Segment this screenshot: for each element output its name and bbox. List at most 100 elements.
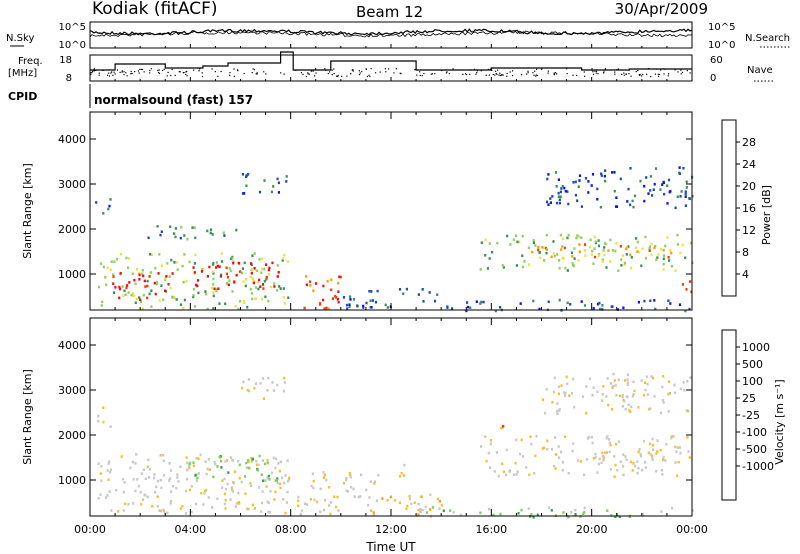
velocity-cell (97, 419, 100, 423)
power-cell (154, 266, 157, 270)
power-cell (322, 298, 325, 302)
velocity-cell (144, 493, 147, 497)
power-cell (601, 304, 604, 307)
nave-point (252, 68, 254, 70)
velocity-cell (195, 457, 198, 460)
velocity-cell (205, 472, 208, 476)
velocity-cell (662, 401, 665, 404)
velocity-cell (255, 463, 258, 467)
velocity-cell (617, 440, 620, 443)
velocity-cell (185, 456, 188, 459)
velocity-cell (135, 453, 138, 456)
velocity-cell (153, 473, 156, 476)
velocity-cell (596, 390, 599, 394)
power-cell (267, 268, 271, 272)
nave-point (229, 72, 231, 74)
velocity-cell (541, 398, 544, 402)
velocity-cell (544, 411, 547, 415)
velocity-cell (254, 382, 257, 385)
nave-point (341, 75, 343, 77)
power-cell (433, 299, 437, 303)
velocity-cell (269, 490, 272, 493)
power-cell (303, 306, 306, 310)
nave-point (553, 74, 555, 76)
power-cell (224, 302, 227, 306)
power-cell (556, 253, 559, 256)
velocity-cell (637, 466, 640, 470)
velocity-cell (661, 473, 664, 476)
power-cell (322, 284, 325, 288)
velocity-cell (243, 475, 247, 478)
power-cell (261, 257, 264, 261)
power-cell (566, 190, 569, 193)
velocity-cell (213, 460, 216, 464)
velocity-cell (109, 425, 112, 428)
power-cell (611, 171, 614, 174)
velocity-cell (626, 383, 629, 386)
nave-point (497, 69, 499, 71)
velocity-cell (623, 399, 626, 403)
power-cell (348, 303, 351, 306)
power-cell (247, 173, 250, 176)
power-cell (653, 182, 656, 186)
power-cell (125, 286, 128, 290)
power-cell (286, 260, 289, 263)
nave-point (584, 75, 586, 77)
velocity-cell (353, 495, 356, 498)
velocity-cell (413, 501, 416, 504)
power-cell (337, 300, 340, 304)
nave-point (358, 74, 361, 76)
power-heatmap (95, 166, 694, 313)
velocity-cell (242, 380, 245, 384)
velocity-cell (267, 376, 270, 380)
velocity-cell (615, 442, 618, 446)
power-cell (197, 291, 200, 295)
nave-point (555, 72, 557, 74)
velocity-cell (211, 506, 214, 509)
power-cell (547, 203, 550, 206)
date-title: 30/Apr/2009 (615, 0, 708, 18)
nave-point (500, 74, 502, 76)
power-cell (262, 287, 265, 290)
colorbar-tick-label: 20 (742, 180, 756, 193)
velocity-cell (614, 463, 617, 467)
power-cell (238, 262, 241, 265)
nave-point (158, 72, 160, 74)
nave-point (495, 70, 497, 72)
power-cell (242, 300, 246, 303)
velocity-cell (224, 507, 227, 510)
nave-point (315, 72, 317, 74)
power-cell (681, 243, 684, 247)
velocity-cell (592, 456, 595, 460)
nave-point (91, 72, 93, 74)
power-cell (667, 178, 671, 182)
colorbar-tick-label: 8 (742, 246, 749, 259)
velocity-cell (226, 482, 229, 486)
power-cell (605, 266, 608, 269)
velocity-cell (97, 497, 100, 500)
power-cell (563, 246, 566, 250)
nave-point (251, 72, 253, 74)
power-cell (245, 278, 248, 281)
power-cell (669, 249, 672, 252)
velocity-cell (229, 498, 232, 501)
velocity-cell (608, 441, 611, 445)
velocity-cell (144, 477, 147, 480)
velocity-cell (611, 386, 614, 389)
power-cell (204, 290, 207, 293)
velocity-cell (207, 458, 210, 461)
velocity-cell (129, 466, 132, 470)
velocity-cell (132, 502, 135, 505)
power-cell (283, 253, 286, 257)
power-cell (245, 175, 248, 178)
power-cell (545, 200, 549, 204)
velocity-cell (514, 461, 517, 465)
power-cell (575, 236, 578, 240)
power-cell (601, 260, 604, 263)
power-cell (327, 307, 330, 311)
velocity-cell (279, 460, 282, 464)
velocity-cell (558, 456, 561, 459)
power-cell (312, 289, 315, 293)
power-cell (651, 194, 654, 197)
power-cell (112, 282, 115, 285)
